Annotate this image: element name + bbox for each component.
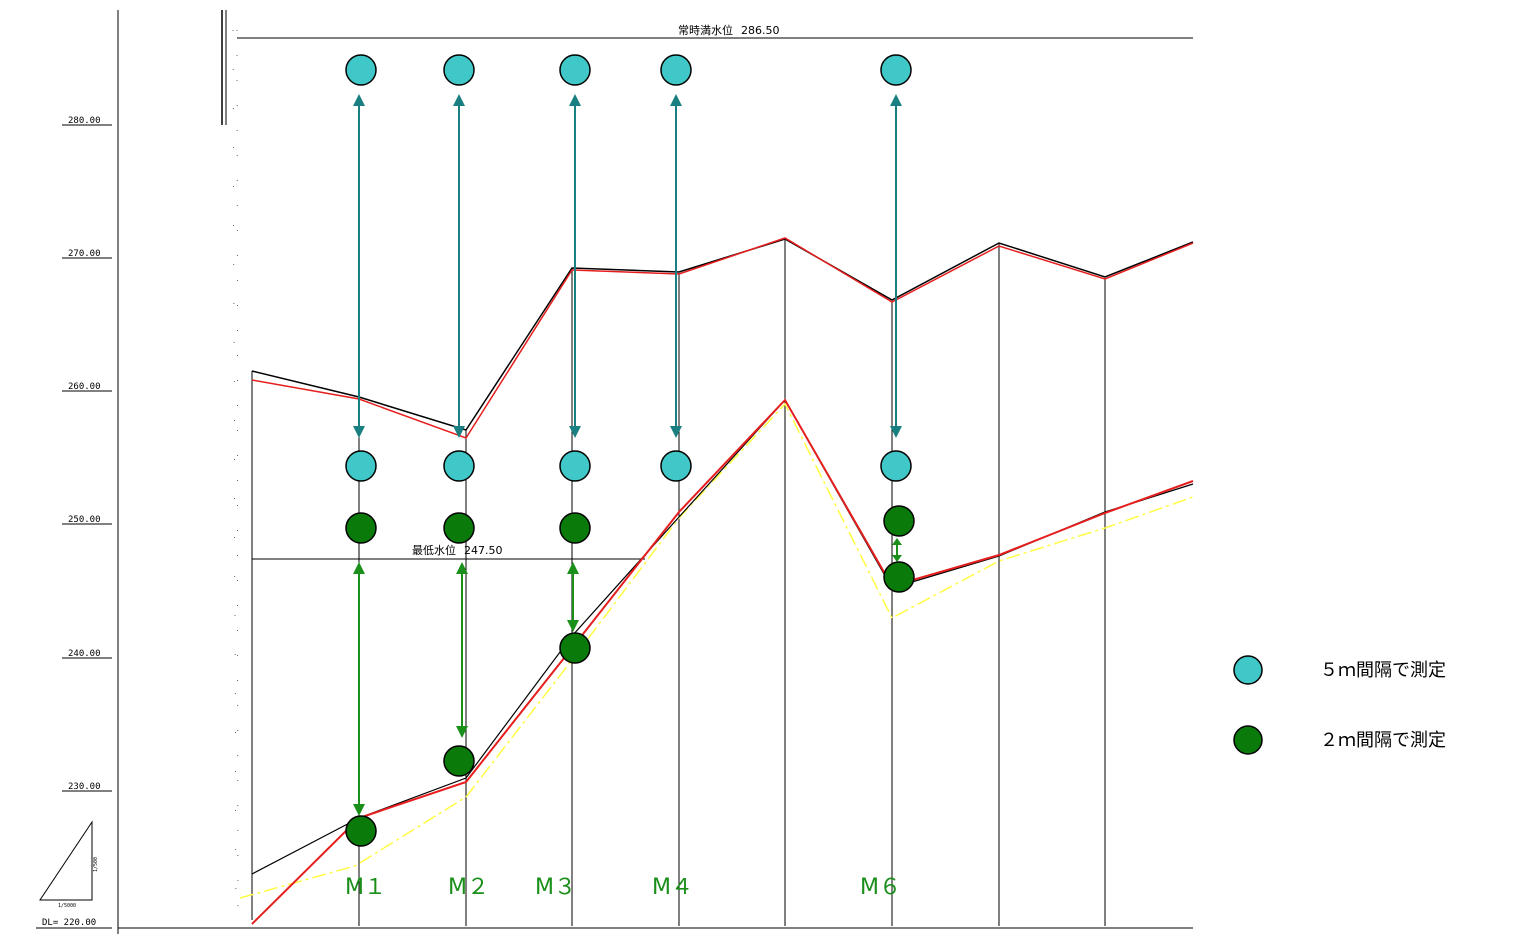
elevation-tick: 230.00 [62, 782, 112, 792]
elevation-tick-label: 260.00 [68, 382, 101, 392]
cyan-marker [880, 54, 912, 86]
green-arrows [353, 538, 902, 816]
green-markers [345, 505, 915, 847]
datum-line: DL= 220.00 [36, 918, 112, 929]
green-arrow [567, 562, 579, 632]
elevation-axis: 280.00 270.00 260.00 250.00 240.00 230.0… [36, 116, 112, 929]
scale-vertical-label: 1/500 [93, 857, 99, 872]
cyan-marker [660, 450, 692, 482]
elevation-tick-label: 240.00 [68, 649, 101, 659]
legend: ５ｍ間隔で測定 ２ｍ間隔で測定 [1233, 655, 1446, 755]
station-labels: M１ M２ M３ M４ M６ [345, 875, 901, 900]
legend-item: ５ｍ間隔で測定 [1233, 655, 1446, 685]
cyan-arrows [353, 94, 902, 438]
cyan-marker [443, 54, 475, 86]
legend-label: ２ｍ間隔で測定 [1320, 730, 1446, 751]
legend-label: ５ｍ間隔で測定 [1320, 660, 1446, 681]
normal-full-water-level-label: 常時満水位 286.50 [678, 23, 780, 37]
legend-item: ２ｍ間隔で測定 [1233, 725, 1446, 755]
green-marker [559, 512, 591, 544]
legend-cyan-marker [1233, 655, 1263, 685]
cyan-marker [559, 450, 591, 482]
minimum-water-level-label: 最低水位 247.50 [412, 543, 503, 557]
elevation-tick-label: 250.00 [68, 515, 101, 525]
green-marker [883, 561, 915, 593]
green-arrow [353, 562, 365, 816]
green-marker [883, 505, 915, 537]
cyan-marker [660, 54, 692, 86]
station-label: M６ [860, 875, 901, 900]
green-marker [345, 815, 377, 847]
cyan-marker [559, 54, 591, 86]
cyan-arrow [353, 94, 365, 438]
cyan-markers [345, 54, 912, 482]
upper-profile-original-line [251, 238, 1194, 431]
elevation-tick-label: 230.00 [68, 782, 101, 792]
green-marker [559, 632, 591, 664]
legend-green-marker [1233, 725, 1263, 755]
normal-full-water-level: 常時満水位 286.50 [237, 23, 1193, 39]
green-marker [443, 745, 475, 777]
elevation-tick-label: 270.00 [68, 249, 101, 259]
cyan-arrow [670, 94, 682, 438]
elevation-tick: 250.00 [62, 515, 112, 525]
elevation-tick: 240.00 [62, 649, 112, 659]
station-label: M１ [345, 875, 386, 900]
elevation-tick: 260.00 [62, 382, 112, 392]
station-label: M２ [448, 875, 489, 900]
section-lines [251, 240, 1106, 926]
cyan-marker [345, 54, 377, 86]
cyan-marker [345, 450, 377, 482]
station-label: M４ [652, 875, 693, 900]
station-label: M３ [535, 875, 576, 900]
lower-profile-red-line [251, 398, 1194, 925]
lower-profile-yellow-line [239, 402, 1194, 899]
minimum-water-level: 最低水位 247.50 [252, 543, 645, 560]
bank-edge [221, 10, 239, 921]
green-arrow [892, 538, 902, 562]
green-marker [345, 512, 377, 544]
cyan-marker [880, 450, 912, 482]
green-arrow [456, 562, 468, 738]
green-marker [443, 512, 475, 544]
datum-label: DL= 220.00 [42, 918, 96, 928]
elevation-tick: 280.00 [62, 116, 112, 126]
cyan-arrow [569, 94, 581, 438]
cyan-arrow [890, 94, 902, 438]
cyan-marker [443, 450, 475, 482]
lower-profile-black-line [251, 398, 1194, 875]
upper-profile [251, 237, 1194, 439]
elevation-tick-label: 280.00 [68, 116, 101, 126]
scale-horizontal-label: 1/5000 [58, 903, 76, 909]
lower-profile [239, 398, 1194, 925]
upper-profile-current-line [251, 237, 1194, 439]
scale-triangle: 1/5000 1/500 [39, 820, 99, 909]
cyan-arrow [453, 94, 465, 438]
elevation-tick: 270.00 [62, 249, 112, 259]
